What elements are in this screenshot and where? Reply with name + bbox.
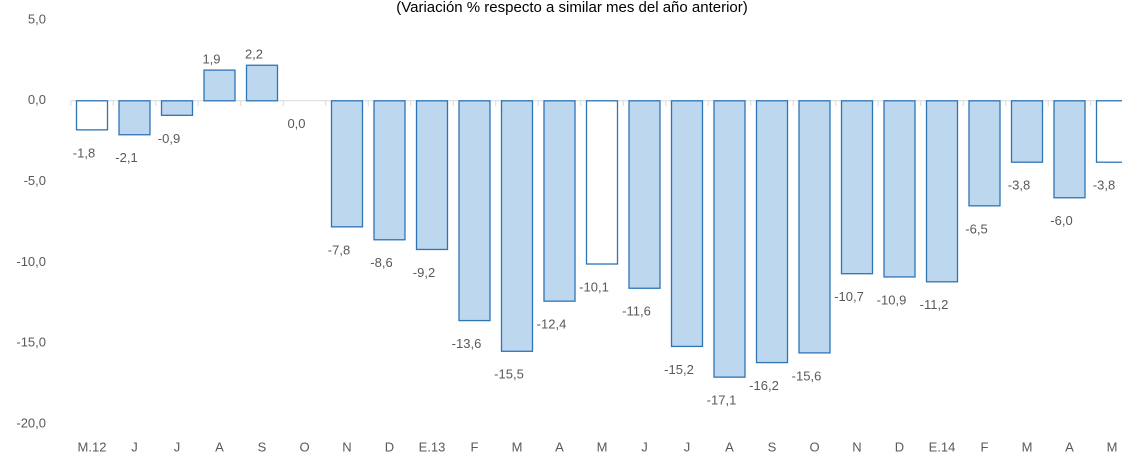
value-label: -6,0: [1050, 213, 1072, 228]
x-tick-label: D: [385, 439, 394, 454]
bar: [968, 100, 1001, 207]
x-tick-label: S: [768, 439, 777, 454]
chart-subtitle: (Variación % respecto a similar mes del …: [396, 0, 748, 16]
value-label: -7,8: [328, 242, 350, 257]
x-tick-label: M: [1107, 439, 1118, 454]
bar: [75, 100, 109, 131]
value-label: -6,5: [965, 221, 987, 236]
x-tick-label: E.13: [419, 439, 446, 454]
x-tick-label: M: [597, 439, 608, 454]
value-label: 2,2: [245, 47, 263, 62]
bar: [628, 100, 661, 289]
value-label: -2,1: [115, 150, 137, 165]
y-tick-label: -5,0: [24, 173, 46, 188]
bar: [203, 69, 236, 102]
value-label: -10,9: [877, 292, 907, 307]
value-label: -15,5: [494, 367, 524, 382]
x-tick-label: F: [981, 439, 989, 454]
y-tick-label: -15,0: [16, 335, 46, 350]
value-label: -11,6: [622, 304, 651, 319]
bar: [373, 100, 406, 241]
bar: [883, 100, 916, 278]
y-tick-label: 5,0: [28, 11, 46, 26]
x-tick-label: A: [1065, 439, 1074, 454]
x-tick-label: M: [512, 439, 523, 454]
x-tick-label: S: [258, 439, 267, 454]
x-tick-label: E.14: [929, 439, 956, 454]
bar: [415, 100, 449, 251]
bar: [585, 100, 619, 265]
value-label: -3,8: [1093, 178, 1115, 193]
x-tick-label: D: [895, 439, 904, 454]
bar: [1010, 100, 1044, 163]
value-label: -17,1: [707, 393, 737, 408]
x-tick-label: N: [852, 439, 861, 454]
bar: [925, 100, 959, 283]
bar: [118, 100, 151, 136]
x-tick-label: A: [555, 439, 564, 454]
x-tick-label: J: [131, 439, 138, 454]
x-tick-label: J: [684, 439, 691, 454]
bar: [160, 100, 194, 116]
x-tick-label: J: [641, 439, 648, 454]
value-label: 1,9: [202, 52, 220, 67]
x-tick-label: M: [1022, 439, 1033, 454]
value-label: -3,8: [1008, 178, 1030, 193]
bar: [1095, 100, 1122, 163]
bar: [755, 100, 789, 364]
value-label: -16,2: [749, 378, 779, 393]
x-tick-label: N: [342, 439, 351, 454]
bar: [543, 100, 576, 302]
bar: [245, 64, 279, 102]
y-tick-label: 0,0: [28, 92, 46, 107]
bar: [330, 100, 364, 228]
bar: [670, 100, 704, 348]
value-label: 0,0: [287, 116, 305, 131]
value-label: -10,1: [579, 279, 609, 294]
value-label: -8,6: [370, 255, 392, 270]
x-tick-label: A: [215, 439, 224, 454]
value-label: -10,7: [834, 289, 864, 304]
x-tick-label: O: [809, 439, 819, 454]
bar: [1053, 100, 1086, 199]
y-tick-label: -10,0: [16, 254, 46, 269]
bar: [713, 100, 746, 378]
bar: [458, 100, 491, 322]
bar: [500, 100, 534, 352]
value-label: -11,2: [920, 297, 949, 312]
value-label: -12,4: [537, 317, 567, 332]
x-tick-label: M.12: [78, 439, 107, 454]
x-tick-label: J: [174, 439, 181, 454]
x-tick-label: A: [725, 439, 734, 454]
value-label: -1,8: [73, 145, 95, 160]
x-tick-label: F: [471, 439, 479, 454]
value-label: -15,6: [792, 368, 822, 383]
value-label: -0,9: [158, 131, 180, 146]
bar: [840, 100, 874, 275]
x-tick-label: O: [299, 439, 309, 454]
bar: [798, 100, 831, 354]
y-tick-label: -20,0: [16, 415, 46, 430]
value-label: -13,6: [452, 336, 482, 351]
value-label: -9,2: [413, 265, 435, 280]
value-label: -15,2: [664, 362, 694, 377]
